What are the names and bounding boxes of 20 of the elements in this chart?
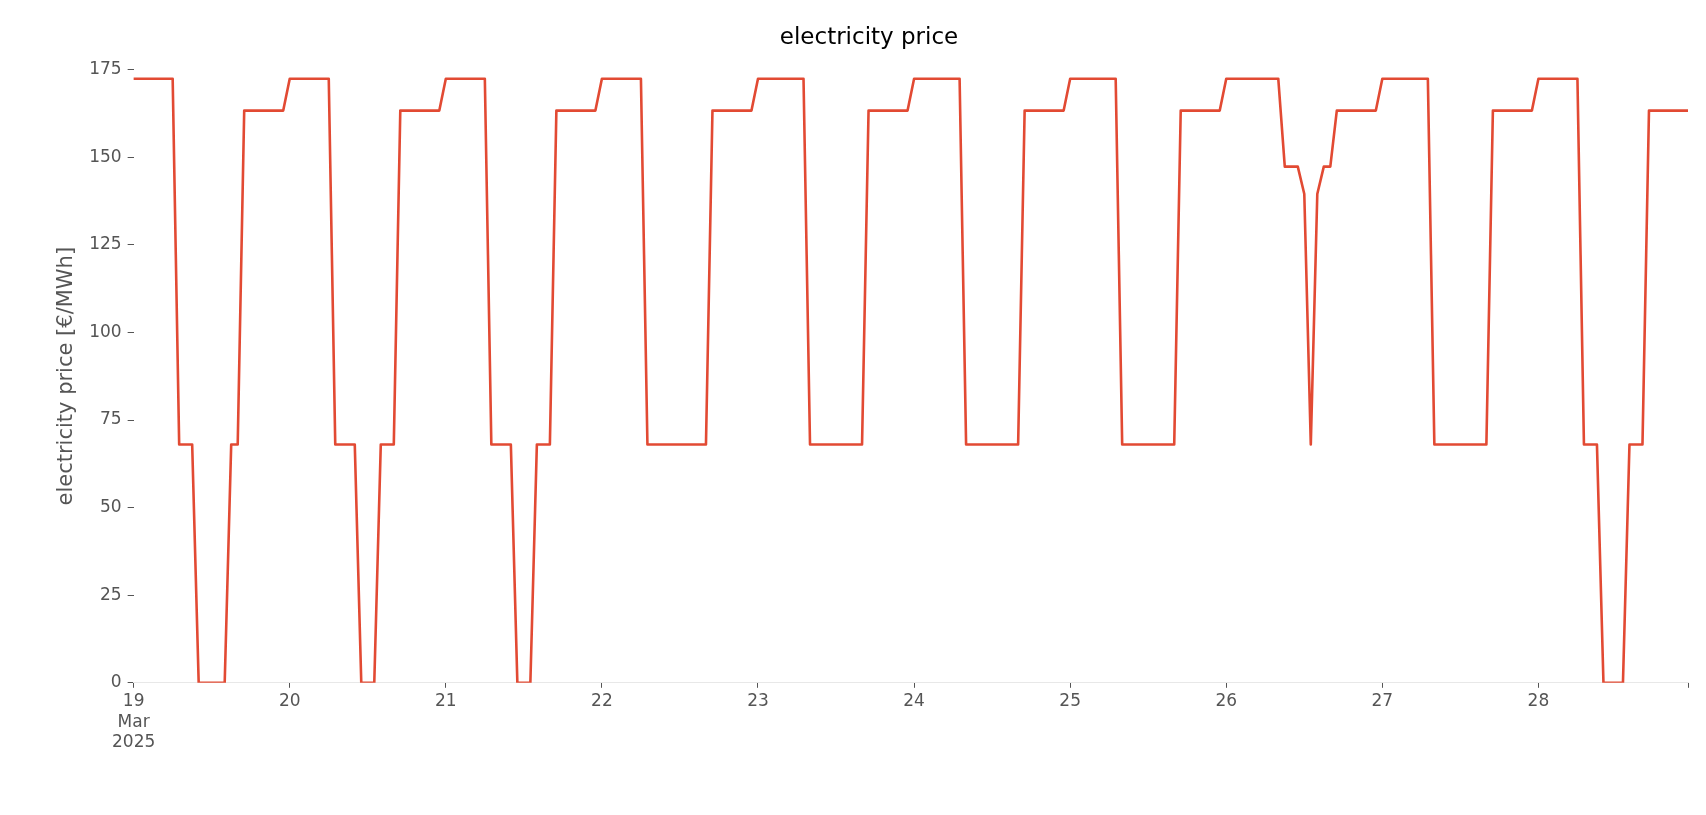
x-tick-label: 19 Mar 2025 <box>112 690 156 752</box>
x-tick-label: 21 <box>435 690 457 711</box>
x-tick-label: 24 <box>903 690 925 711</box>
y-tick-label: 125 <box>89 233 122 254</box>
y-tick-label: 150 <box>89 145 122 166</box>
x-tick-label: 28 <box>1527 690 1550 711</box>
x-tick-label: 22 <box>591 690 613 711</box>
y-tick-label: 175 <box>89 58 122 79</box>
y-tick-label: 100 <box>89 320 122 341</box>
x-tick-label: 27 <box>1371 690 1394 711</box>
y-tick-label: 25 <box>100 583 122 604</box>
x-tick-label: 26 <box>1215 690 1238 711</box>
y-tick-label: 0 <box>110 671 122 692</box>
chart-title: electricity price <box>779 22 959 49</box>
x-tick-label: 23 <box>747 690 769 711</box>
y-tick-label: 75 <box>100 408 122 429</box>
y-axis-title: electricity price [€/MWh] <box>53 246 78 506</box>
x-tick-label: 25 <box>1059 690 1081 711</box>
x-tick-label: 20 <box>278 690 301 711</box>
y-tick-label: 50 <box>100 496 122 517</box>
